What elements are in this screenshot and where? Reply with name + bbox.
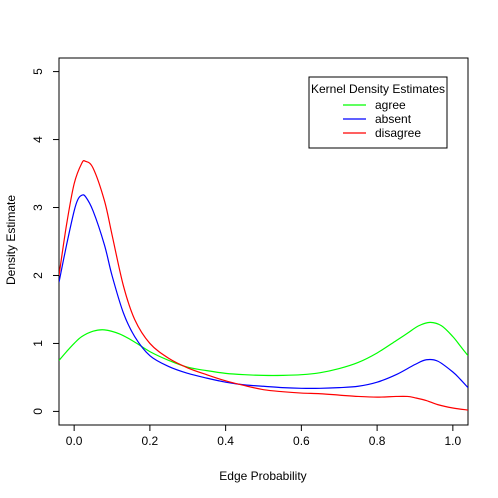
plot-layer: 0.0 0.2 0.4 0.6 0.8 1.0 0 1 2 3 4 5 — [31, 57, 469, 448]
y-tick-label: 4 — [31, 136, 45, 143]
series-line-absent — [59, 194, 468, 389]
y-axis-title: Density Estimate — [4, 195, 18, 285]
legend-label-agree: agree — [375, 98, 406, 112]
y-tick-label: 1 — [31, 340, 45, 347]
y-tick-label: 0 — [31, 408, 45, 415]
x-tick-label: 0.0 — [66, 434, 83, 448]
y-tick-label: 5 — [31, 68, 45, 75]
plot-frame — [58, 57, 469, 426]
series-line-disagree — [59, 160, 468, 411]
series-line-agree — [59, 321, 468, 377]
x-tick-label: 1.0 — [445, 434, 462, 448]
legend-title: Kernel Density Estimates — [311, 82, 445, 96]
x-tick-label: 0.6 — [293, 434, 310, 448]
x-tick-label: 0.4 — [217, 434, 234, 448]
x-tick-label: 0.2 — [142, 434, 159, 448]
y-tick-label: 3 — [31, 204, 45, 211]
legend: Kernel Density Estimates agreeabsentdisa… — [308, 76, 448, 149]
y-tick-label: 2 — [31, 272, 45, 279]
legend-label-absent: absent — [375, 112, 412, 126]
x-tick-label: 0.8 — [369, 434, 386, 448]
x-axis-title: Edge Probability — [219, 469, 306, 483]
legend-label-disagree: disagree — [375, 126, 421, 140]
legend-box — [308, 76, 448, 149]
